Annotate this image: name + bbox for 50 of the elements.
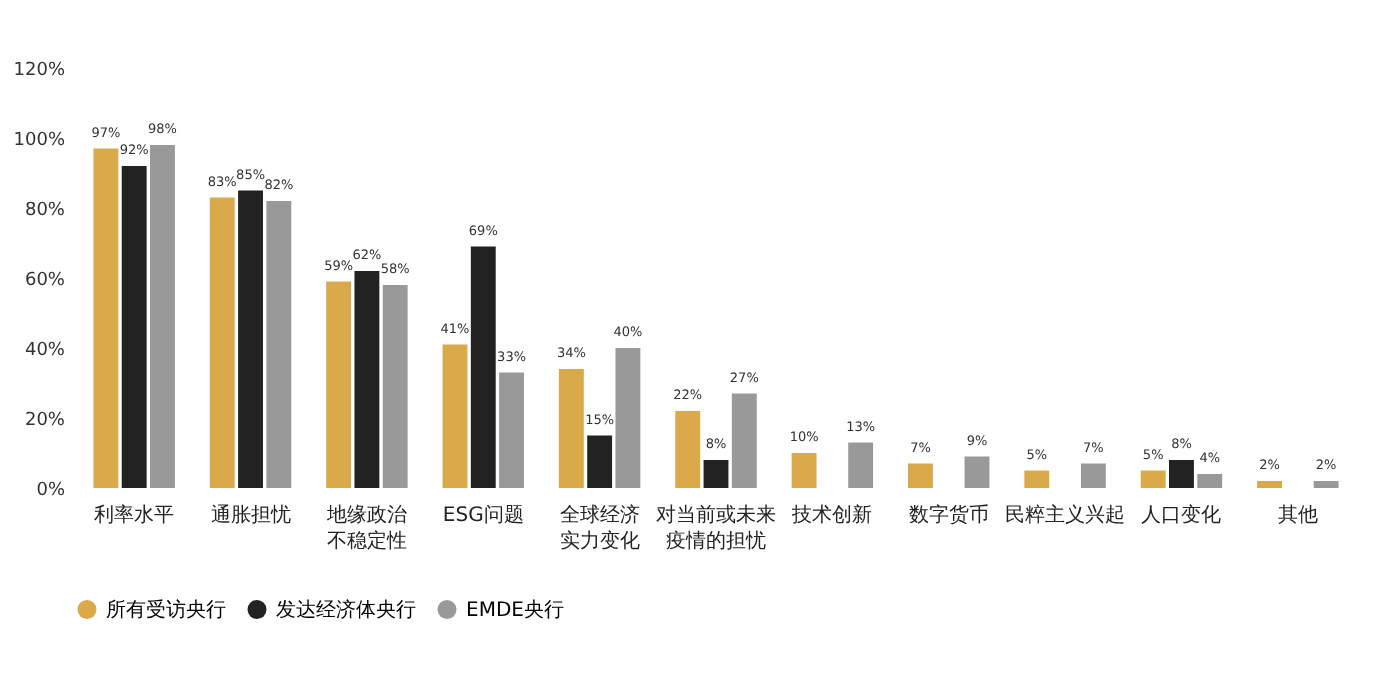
bar <box>1169 460 1194 488</box>
legend-label: EMDE央行 <box>466 597 564 622</box>
bar <box>1080 463 1106 488</box>
bar <box>326 281 352 488</box>
x-tick-label: ESG问题 <box>442 503 524 527</box>
y-tick-label: 40% <box>24 341 66 361</box>
x-tick-label: 利率水平 <box>94 503 175 527</box>
x-tick-label: 全球经济实力变化 <box>559 503 640 553</box>
bar <box>1140 470 1166 488</box>
bar <box>354 271 380 488</box>
legend-label: 所有受访央行 <box>106 597 226 622</box>
bar <box>1024 470 1050 488</box>
y-tick-label: 0% <box>36 481 66 501</box>
x-tick-label: 民粹主义兴起 <box>1005 503 1126 527</box>
bar <box>93 148 119 488</box>
bar <box>703 460 729 488</box>
bar <box>266 201 292 488</box>
bar <box>1197 474 1223 488</box>
bar <box>615 348 641 488</box>
bar <box>791 453 817 488</box>
x-tick-label: 技术创新 <box>790 503 873 527</box>
x-tick-label: 其他 <box>1277 503 1318 527</box>
x-tick-label: 通胀担忧 <box>210 503 291 527</box>
bar <box>499 372 524 488</box>
bar <box>558 369 584 488</box>
x-tick-label: 人口变化 <box>1141 503 1222 527</box>
x-tick-label: 地缘政治不稳定性 <box>324 503 407 553</box>
bar <box>1313 481 1339 488</box>
y-tick-label: 100% <box>13 131 66 151</box>
bar <box>442 344 468 488</box>
bar <box>848 442 874 488</box>
y-tick-label: 80% <box>24 201 66 221</box>
bar <box>382 285 408 488</box>
bar <box>209 197 235 488</box>
bar <box>121 166 147 488</box>
legend-label: 发达经济体央行 <box>276 597 416 622</box>
bar <box>675 411 701 488</box>
bar <box>731 393 757 488</box>
bar <box>1257 481 1282 488</box>
bar <box>587 435 613 488</box>
bar <box>238 190 263 488</box>
y-tick-label: 120% <box>13 61 66 81</box>
bar <box>908 463 933 488</box>
x-tick-label: 数字货币 <box>908 503 989 527</box>
bar <box>150 145 175 488</box>
x-tick-label: 对当前或未来疫情的担忧 <box>656 503 776 553</box>
bar <box>964 456 990 488</box>
y-tick-label: 60% <box>24 271 66 291</box>
y-tick-label: 20% <box>24 411 66 431</box>
bar <box>470 246 496 488</box>
